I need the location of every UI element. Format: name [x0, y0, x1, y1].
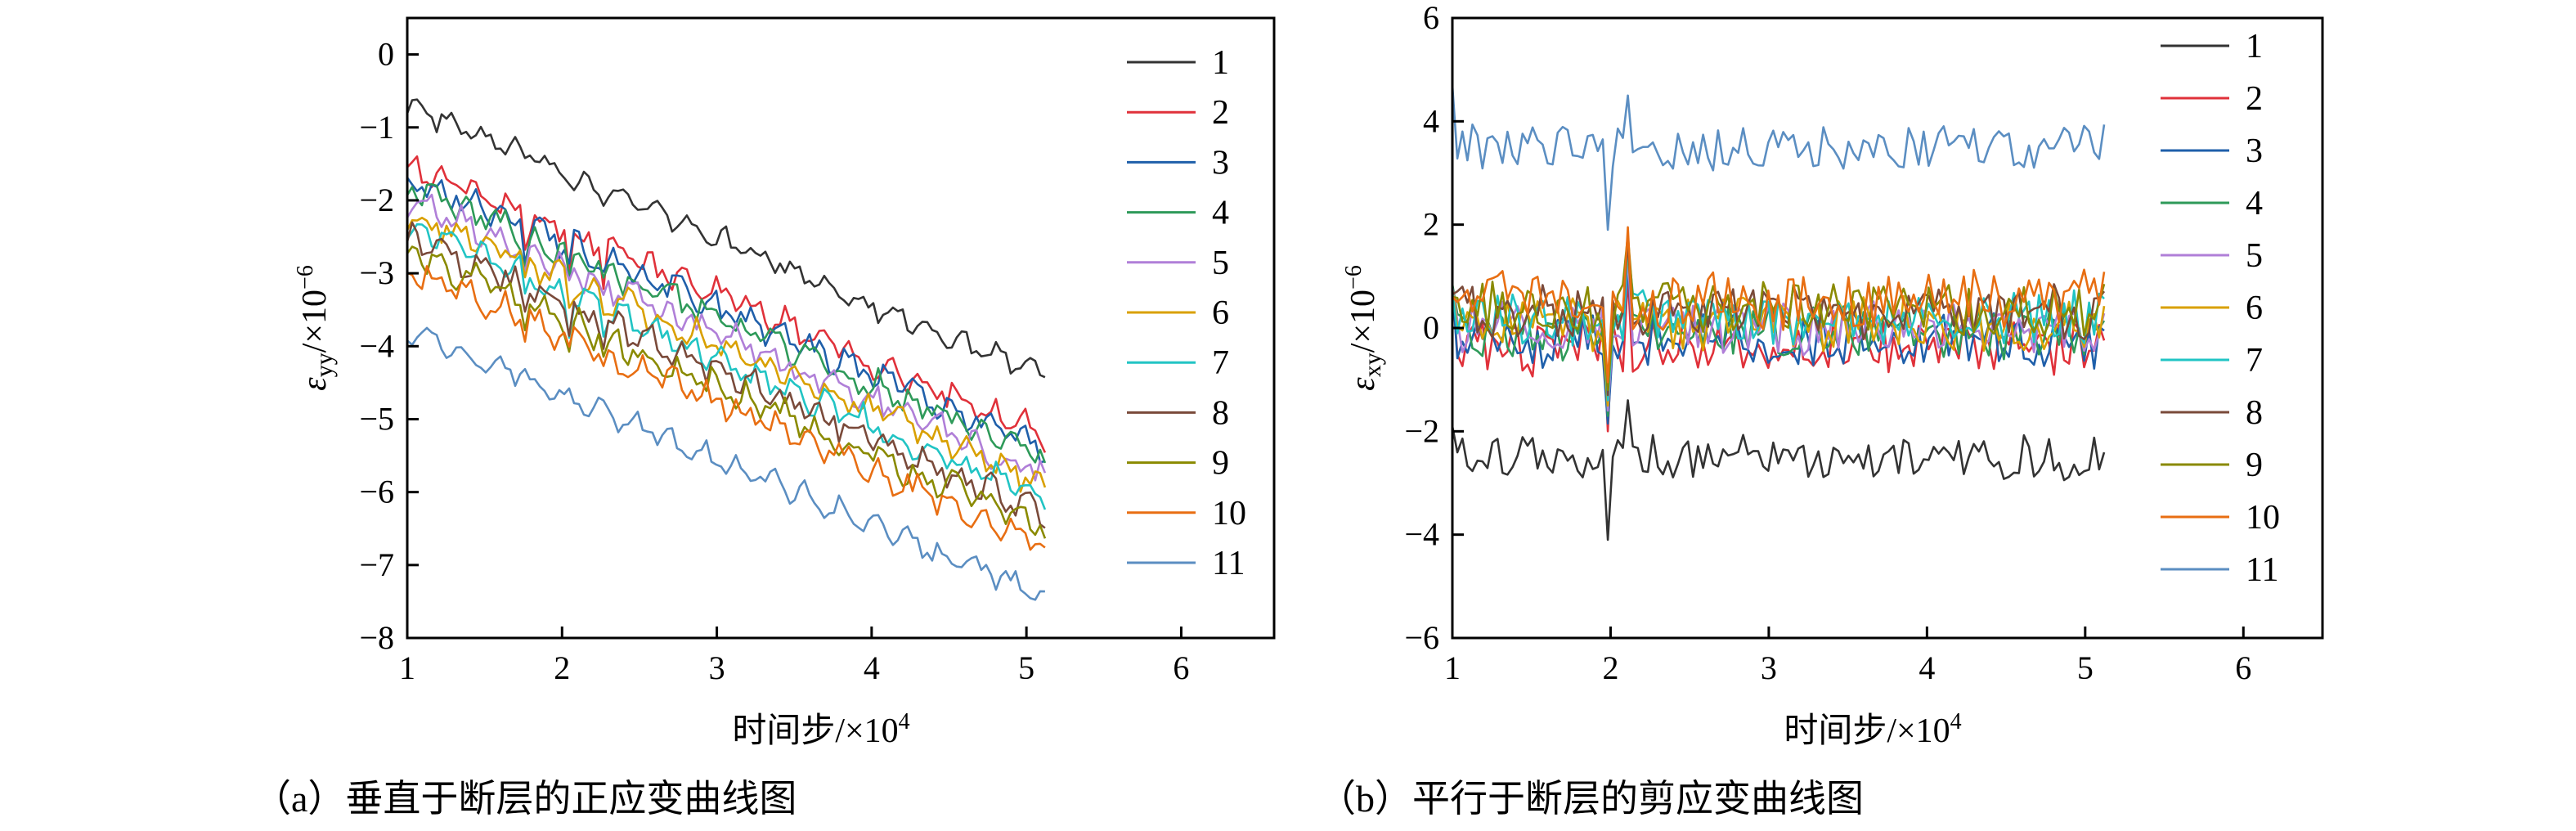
y-tick-label: 0 [1423, 309, 1439, 346]
legend-label-1: 1 [2246, 28, 2263, 65]
series-line-1 [406, 98, 1046, 379]
chart-panel-a: 0 −1 −2 −3 −4 −5 −6 −7 −8 1 2 3 4 5 6 1 2 3 4 5 6 7 8 9 10 11 ε… [254, 16, 1276, 820]
y-tick-label: 6 [1423, 0, 1439, 36]
x-tick-label: 1 [1444, 649, 1461, 686]
x-tick-label: 4 [864, 649, 880, 686]
y-tick-label: −4 [359, 327, 394, 364]
chart-panel-b: 6 4 2 0 −2 −4 −6 1 2 3 4 5 6 1 2 3 4 5 6 7 8 9 10 11 εxy/×10−… [1318, 0, 2324, 820]
legend-label-7: 7 [1212, 344, 1229, 382]
series-lines-b [1451, 85, 2106, 541]
series-line-8 [406, 221, 1046, 529]
x-ticks-b: 1 2 3 4 5 6 [1444, 627, 2251, 686]
series-line-9 [406, 245, 1047, 539]
series-line-2 [406, 155, 1047, 453]
x-tick-label: 3 [1761, 649, 1777, 686]
legend-label-2: 2 [2246, 80, 2263, 118]
x-axis-label-b: 时间步/×104 [1784, 709, 1961, 750]
y-tick-label: 4 [1423, 102, 1439, 139]
series-line-1 [1451, 399, 2106, 541]
y-tick-label: 2 [1423, 206, 1439, 243]
y-tick-label: −4 [1404, 516, 1439, 553]
caption-b: （b）平行于断层的剪应变曲线图 [1318, 778, 1864, 820]
legend-label-7: 7 [2246, 342, 2263, 380]
legend-label-5: 5 [1212, 245, 1229, 282]
x-tick-label: 5 [1018, 649, 1034, 686]
x-tick-label: 4 [1919, 649, 1935, 686]
legend-label-4: 4 [1212, 195, 1229, 232]
series-line-3 [406, 177, 1046, 464]
series-line-11 [406, 326, 1045, 601]
x-tick-label: 2 [1602, 649, 1618, 686]
x-tick-label: 2 [554, 649, 570, 686]
x-tick-label: 3 [709, 649, 725, 686]
series-line-4 [406, 182, 1047, 464]
legend-label-5: 5 [2246, 237, 2263, 275]
y-tick-label: −6 [359, 474, 394, 510]
legend-label-2: 2 [1212, 94, 1229, 132]
series-line-5 [406, 193, 1047, 482]
x-axis-label-a: 时间步/×104 [732, 709, 909, 750]
legend-label-11: 11 [1212, 545, 1245, 582]
y-tick-label: −8 [359, 619, 394, 656]
caption-a: （a）垂直于断层的正应变曲线图 [254, 778, 797, 820]
series-line-11 [1451, 85, 2106, 231]
x-tick-label: 5 [2077, 649, 2094, 686]
y-tick-label: −2 [1404, 412, 1439, 449]
legend-label-6: 6 [1212, 294, 1229, 332]
legend-label-3: 3 [2246, 133, 2263, 170]
y-tick-label: −1 [359, 109, 394, 146]
series-line-10 [1452, 226, 2106, 384]
y-axis-label-b: εxy/×10−6 [1341, 265, 1386, 391]
y-ticks-b: 6 4 2 0 −2 −4 −6 [1404, 0, 1464, 656]
series-line-10 [406, 265, 1046, 551]
legend-label-3: 3 [1212, 144, 1229, 182]
plot-frame-a [406, 16, 1276, 640]
legend-label-10: 10 [1212, 495, 1246, 532]
y-tick-label: −7 [359, 546, 394, 583]
legend-label-4: 4 [2246, 185, 2263, 222]
y-tick-label: −5 [359, 400, 394, 437]
legend-label-8: 8 [1212, 394, 1229, 432]
legend-label-10: 10 [2246, 499, 2280, 537]
legend-label-11: 11 [2246, 551, 2278, 589]
series-line-7 [406, 222, 1047, 510]
y-tick-label: −6 [1404, 619, 1439, 656]
legend-label-8: 8 [2246, 394, 2263, 432]
legend-label-9: 9 [1212, 445, 1229, 483]
y-tick-label: −2 [359, 182, 394, 218]
legend-b: 1 2 3 4 5 6 7 8 9 10 11 [2161, 28, 2280, 589]
x-tick-label: 6 [1173, 649, 1189, 686]
y-axis-label-a: εyy/×10−6 [293, 265, 338, 391]
y-tick-label: −3 [359, 254, 394, 291]
legend-label-1: 1 [1212, 44, 1229, 82]
y-ticks-a: 0 −1 −2 −3 −4 −5 −6 −7 −8 [359, 36, 419, 656]
y-tick-label: 0 [378, 36, 394, 73]
legend-label-9: 9 [2246, 447, 2263, 484]
series-line-6 [406, 216, 1047, 493]
series-lines-a [406, 98, 1047, 601]
legend-label-6: 6 [2246, 290, 2263, 327]
x-tick-label: 6 [2235, 649, 2251, 686]
legend-a: 1 2 3 4 5 6 7 8 9 10 11 [1127, 44, 1246, 582]
series-line-2 [1451, 275, 2106, 433]
x-ticks-a: 1 2 3 4 5 6 [399, 627, 1189, 686]
x-tick-label: 1 [399, 649, 415, 686]
